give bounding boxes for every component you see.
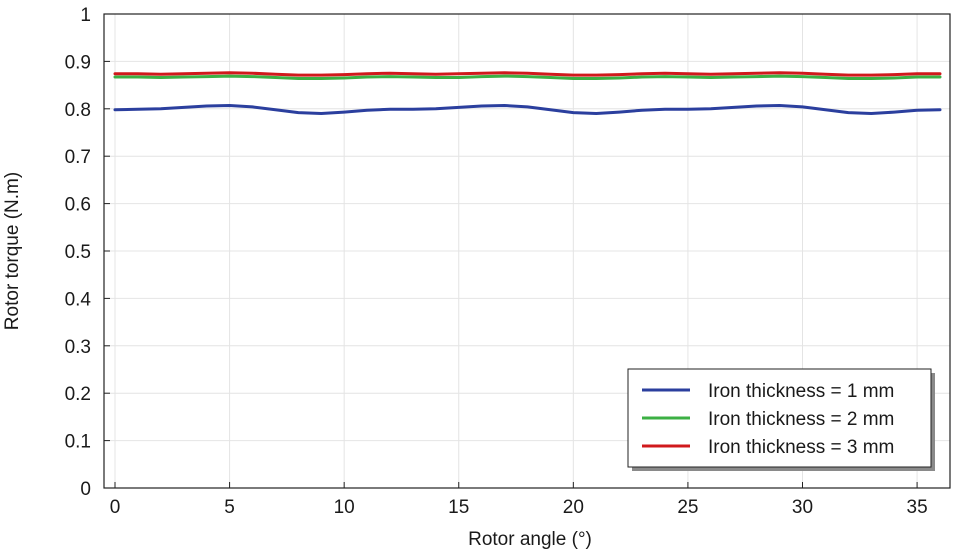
x-tick-label: 20 — [563, 497, 584, 518]
y-tick-label: 0.4 — [65, 289, 92, 310]
series-layer — [113, 71, 942, 116]
y-tick-label: 0.6 — [65, 195, 91, 216]
x-tick-label: 15 — [448, 497, 469, 518]
y-tick-layer: 0 0.1 0.2 0.3 0.4 0.5 0.6 0.7 0.8 0.9 1 — [65, 5, 110, 500]
x-tick-label: 25 — [677, 497, 698, 518]
y-tick-label: 0.9 — [65, 52, 91, 73]
y-tick-label: 0.3 — [65, 337, 91, 358]
legend-label-1: Iron thickness = 1 mm — [708, 381, 894, 402]
y-tick-label: 0.8 — [65, 100, 91, 121]
x-tick-label: 30 — [792, 497, 813, 518]
x-tick-label: 5 — [224, 497, 235, 518]
series-line-2 — [113, 74, 942, 80]
x-tick-label: 10 — [334, 497, 355, 518]
legend-label-2: Iron thickness = 2 mm — [708, 409, 894, 430]
series-line-3 — [113, 71, 942, 77]
y-tick-label: 0.1 — [65, 432, 91, 453]
series-line-1 — [113, 103, 942, 116]
y-tick-label: 0.7 — [65, 147, 91, 168]
y-tick-label: 0 — [80, 479, 91, 500]
x-tick-label: 0 — [110, 497, 121, 518]
y-tick-label: 0.2 — [65, 384, 91, 405]
y-tick-label: 0.5 — [65, 242, 91, 263]
y-tick-label: 1 — [80, 5, 91, 26]
legend-label-3: Iron thickness = 3 mm — [708, 437, 894, 458]
x-tick-label: 35 — [907, 497, 928, 518]
grid-layer — [104, 13, 950, 489]
y-axis-title: Rotor torque (N.m) — [2, 172, 23, 330]
x-axis-title: Rotor angle (°) — [468, 529, 592, 550]
x-tick-layer: 0 5 10 15 20 25 30 35 — [110, 482, 928, 518]
legend: Iron thickness = 1 mm Iron thickness = 2 … — [627, 368, 935, 471]
legend-items: Iron thickness = 1 mm Iron thickness = 2 … — [642, 381, 894, 458]
